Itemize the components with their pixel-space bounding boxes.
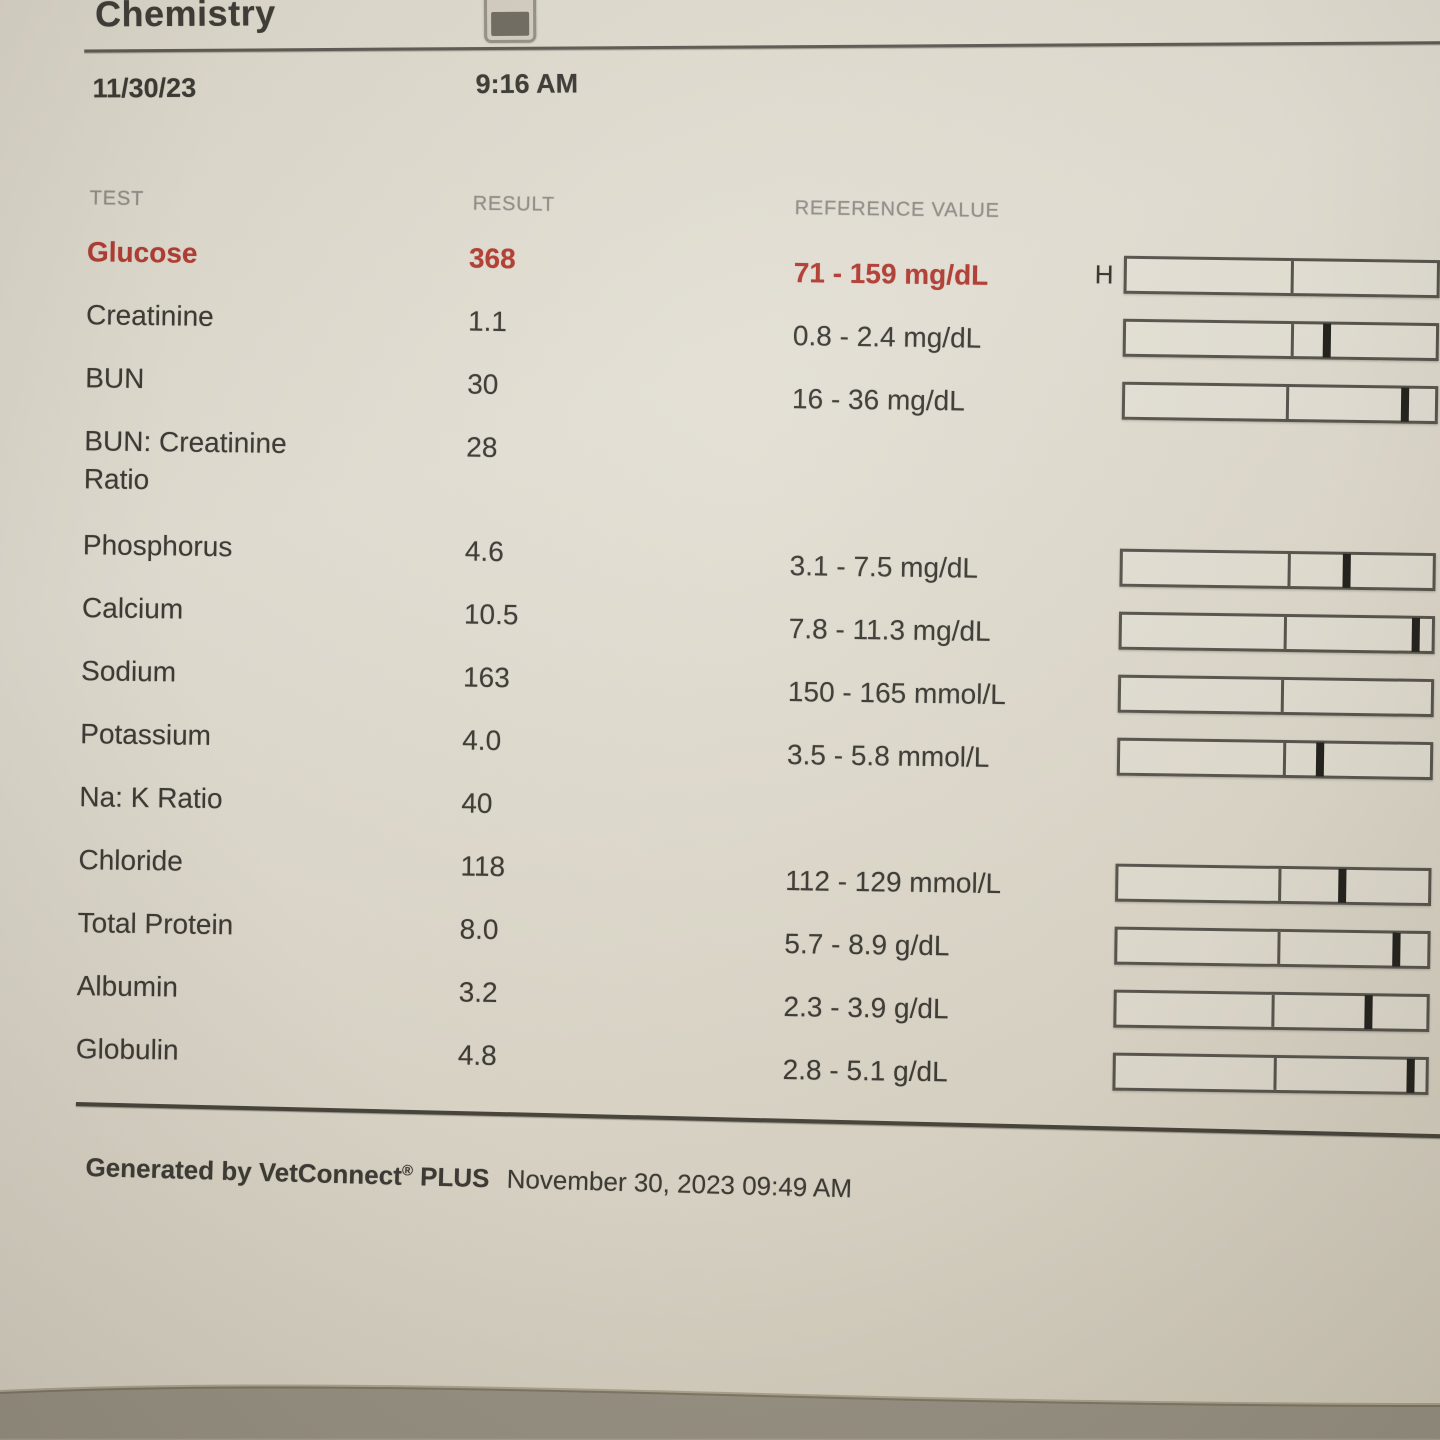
reference-value: 71 - 159 mg/dL xyxy=(793,257,989,291)
range-bar xyxy=(1122,318,1440,362)
reference-range-barzone xyxy=(1087,800,1440,849)
page-title: Chemistry xyxy=(94,0,276,35)
range-bar xyxy=(1121,381,1439,425)
test-name: Chloride xyxy=(78,844,184,877)
registered-trademark-symbol: ® xyxy=(401,1162,414,1180)
range-bar xyxy=(1119,548,1436,592)
range-divider xyxy=(1290,261,1294,294)
reference-range-barzone xyxy=(1090,548,1440,597)
test-name: BUN: Creatinine Ratio xyxy=(83,425,287,496)
reference-value: 112 - 129 mmol/L xyxy=(785,865,1002,900)
column-header-reference: REFERENCE VALUE xyxy=(794,197,1000,222)
test-result: 368 xyxy=(468,242,516,275)
range-bar xyxy=(1115,863,1432,907)
test-name: Albumin xyxy=(76,970,179,1003)
range-bar xyxy=(1118,611,1436,655)
test-name: Phosphorus xyxy=(82,529,233,563)
range-divider xyxy=(1285,386,1290,420)
high-flag: H xyxy=(1094,259,1114,290)
reference-value: 3.5 - 5.8 mmol/L xyxy=(786,739,990,773)
test-name: Glucose xyxy=(86,236,198,269)
results-rows: Glucose 368 71 - 159 mg/dL H Creatinine … xyxy=(0,232,1440,1114)
result-marker xyxy=(1342,553,1351,588)
range-bar xyxy=(1116,737,1434,781)
reference-range-barzone xyxy=(1086,863,1440,912)
report-time: 9:16 AM xyxy=(475,68,579,100)
test-result: 4.8 xyxy=(457,1039,497,1072)
report-date: 11/30/23 xyxy=(92,72,197,104)
test-name: Total Protein xyxy=(77,907,234,941)
test-name: Creatinine xyxy=(85,299,214,332)
range-divider xyxy=(1287,554,1291,587)
plus-label: PLUS xyxy=(419,1161,490,1194)
range-divider xyxy=(1277,931,1281,964)
range-divider xyxy=(1271,994,1275,1027)
result-marker xyxy=(1392,932,1401,967)
reference-value: 5.7 - 8.9 g/dL xyxy=(784,928,950,962)
range-divider xyxy=(1273,1057,1277,1090)
printer-icon xyxy=(483,0,537,44)
range-divider xyxy=(1283,616,1288,650)
test-name: Globulin xyxy=(75,1033,179,1066)
printer-icon-tray xyxy=(491,11,530,36)
test-result: 4.0 xyxy=(462,724,502,757)
test-result: 1.1 xyxy=(467,305,508,338)
reference-value: 3.1 - 7.5 mg/dL xyxy=(789,550,979,584)
test-name: Na: K Ratio xyxy=(79,781,223,815)
result-marker xyxy=(1400,387,1410,422)
test-result: 10.5 xyxy=(463,598,519,631)
test-result: 40 xyxy=(461,787,493,819)
column-header-test: TEST xyxy=(89,187,145,211)
test-result: 30 xyxy=(466,368,499,400)
result-marker xyxy=(1406,1058,1415,1093)
test-name: Calcium xyxy=(81,592,184,625)
reference-value: 2.8 - 5.1 g/dL xyxy=(782,1054,948,1088)
range-bar xyxy=(1113,989,1430,1033)
reference-range-barzone xyxy=(1083,1052,1440,1101)
reference-range-barzone: H xyxy=(1094,255,1440,304)
range-divider xyxy=(1282,742,1287,776)
test-result: 4.6 xyxy=(464,535,505,568)
range-divider xyxy=(1278,868,1282,901)
test-result: 118 xyxy=(460,850,506,883)
test-result: 8.0 xyxy=(459,913,499,946)
test-name: Potassium xyxy=(80,718,212,751)
test-name: BUN xyxy=(85,362,145,395)
reference-range-barzone xyxy=(1089,611,1440,660)
reference-range-barzone xyxy=(1089,674,1440,723)
results-table: TEST RESULT REFERENCE VALUE Glucose 368 … xyxy=(0,180,1440,1114)
result-marker xyxy=(1338,868,1347,903)
column-header-result: RESULT xyxy=(472,192,556,216)
reference-value: 0.8 - 2.4 mg/dL xyxy=(792,320,982,354)
reference-value: 16 - 36 mg/dL xyxy=(791,383,966,417)
reference-value: 150 - 165 mmol/L xyxy=(787,676,1007,711)
range-bar xyxy=(1117,674,1435,718)
reference-range-barzone xyxy=(1092,444,1440,493)
test-name: Sodium xyxy=(80,655,177,688)
reference-range-barzone xyxy=(1094,318,1440,367)
reference-range-barzone xyxy=(1093,381,1440,430)
range-bar xyxy=(1114,926,1431,970)
result-marker xyxy=(1364,995,1373,1030)
range-bar xyxy=(1112,1052,1429,1096)
result-marker xyxy=(1322,323,1332,358)
reference-range-barzone xyxy=(1088,737,1440,786)
reference-value: 2.3 - 3.9 g/dL xyxy=(783,991,949,1025)
reference-range-barzone xyxy=(1084,989,1440,1038)
test-result: 3.2 xyxy=(458,976,498,1009)
result-marker xyxy=(1411,617,1421,652)
reference-value: 7.8 - 11.3 mg/dL xyxy=(788,613,991,647)
result-marker xyxy=(1315,742,1325,777)
test-result: 28 xyxy=(466,431,498,463)
reference-range-barzone xyxy=(1085,926,1440,975)
test-result: 163 xyxy=(462,661,511,694)
range-divider xyxy=(1280,679,1285,712)
range-bar xyxy=(1123,255,1440,299)
range-divider xyxy=(1290,324,1295,357)
